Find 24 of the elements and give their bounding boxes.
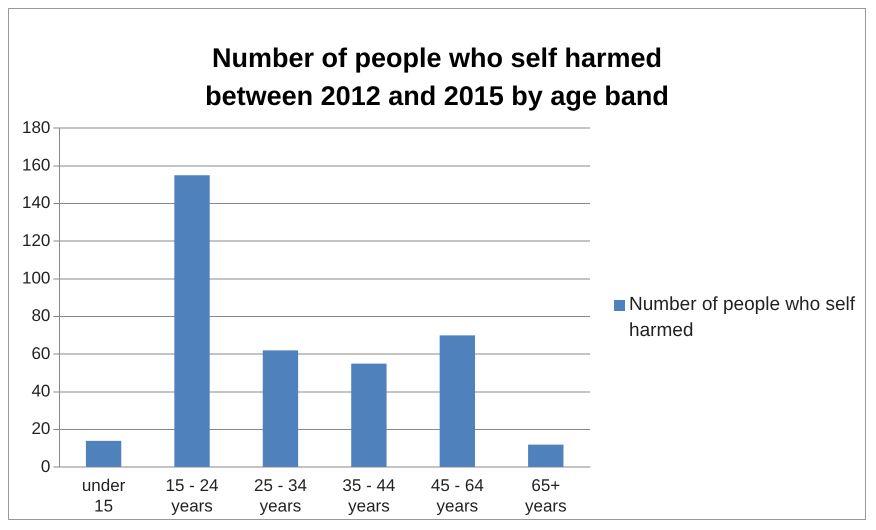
x-tick-label: 45 - 64 years	[430, 476, 484, 516]
bar	[351, 364, 387, 467]
y-tick-label: 120	[22, 230, 50, 250]
y-tick-label: 20	[31, 419, 50, 438]
y-tick-label: 100	[22, 268, 50, 288]
y-tick-label: 140	[22, 193, 50, 212]
y-tick-label: 40	[31, 382, 50, 401]
bar	[440, 335, 476, 467]
x-tick-label: under 15	[82, 476, 126, 516]
y-tick-label: 160	[22, 156, 50, 175]
x-tick-label: 65+ years	[524, 476, 567, 516]
bar	[528, 444, 564, 467]
x-tick-label: 35 - 44 years	[342, 476, 396, 516]
chart-title: Number of people who self harmed between 2012 and 2015 by age band	[204, 42, 670, 113]
bar	[262, 350, 298, 467]
y-tick-label: 180	[22, 118, 50, 137]
x-tick-label: 25 - 34 years	[254, 476, 307, 516]
y-tick-label: 60	[31, 344, 50, 363]
bar	[86, 440, 122, 467]
bar	[174, 175, 210, 467]
y-tick-label: 80	[31, 306, 50, 326]
x-tick-label: 15 - 24 years	[166, 476, 218, 516]
legend-label: Number of people who self harmed	[629, 292, 856, 342]
y-tick-label: 0	[40, 456, 50, 476]
